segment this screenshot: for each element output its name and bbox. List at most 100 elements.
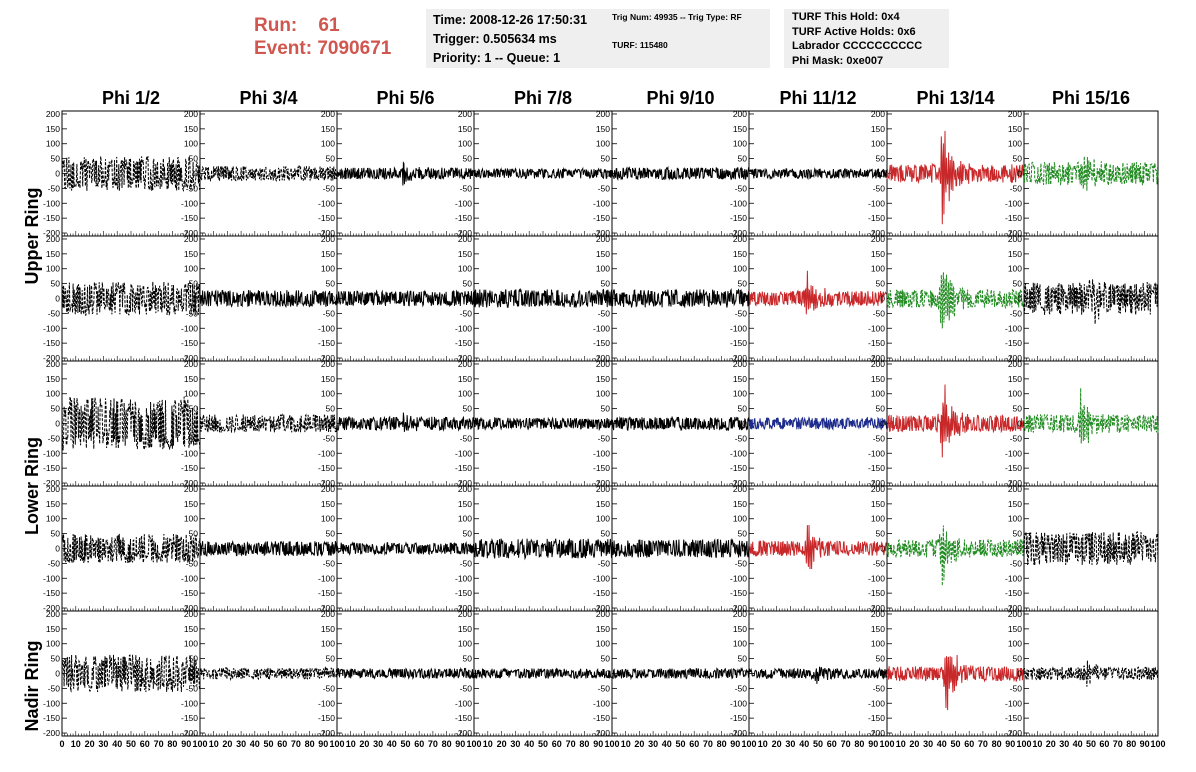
ytick-label-r4-c5: 200: [596, 484, 610, 494]
ytick-label-r4-c2: -150: [181, 588, 198, 598]
ytick-label-r5-c5: -100: [593, 698, 610, 708]
ytick-label-r1-c7: 0: [880, 169, 885, 179]
xtick-label-c3: 30: [373, 739, 383, 749]
ytick-label-r5-c4: -50: [460, 683, 473, 693]
ytick-label-r1-c5: 100: [596, 139, 610, 149]
xtick-label-c4: 70: [566, 739, 576, 749]
ytick-label-r1-c4: -100: [455, 198, 472, 208]
ytick-label-r1-c6: 100: [733, 139, 747, 149]
ytick-label-r2-c8: 50: [1013, 279, 1023, 289]
ytick-label-r4-c1: 0: [55, 544, 60, 554]
xtick-label-c2: 80: [305, 739, 315, 749]
ytick-label-r3-c2: -100: [181, 448, 198, 458]
ytick-label-r3-c5: -150: [593, 463, 610, 473]
xtick-label-c7: 40: [937, 739, 947, 749]
ytick-label-r4-c4: 100: [458, 514, 472, 524]
xtick-label-c6: 30: [785, 739, 795, 749]
xtick-label-c8: 20: [1046, 739, 1056, 749]
ytick-label-r2-c3: -150: [318, 338, 335, 348]
ytick-label-r5-c8: 200: [1008, 609, 1022, 619]
xtick-label-c6: 80: [854, 739, 864, 749]
ytick-label-r5-c4: 0: [467, 669, 472, 679]
ytick-label-r2-c3: 50: [326, 279, 336, 289]
xtick-label-c4: 100: [604, 739, 619, 749]
xtick-label-c3: 60: [414, 739, 424, 749]
waveform-r2-c5: [612, 289, 749, 307]
ytick-label-r4-c2: 200: [184, 484, 198, 494]
ytick-label-r1-c5: -150: [593, 213, 610, 223]
ytick-label-r1-c7: -150: [868, 213, 885, 223]
ytick-label-r1-c4: 150: [458, 124, 472, 134]
ytick-label-r3-c4: -100: [455, 448, 472, 458]
panel-frame-r1-c8: [1024, 111, 1158, 236]
ytick-label-r1-c6: -50: [735, 183, 748, 193]
ytick-label-r2-c8: 0: [1017, 294, 1022, 304]
xtick-label-c4: 90: [593, 739, 603, 749]
ytick-label-r5-c2: -100: [181, 698, 198, 708]
ytick-label-r4-c6: 150: [733, 499, 747, 509]
waveform-r4-c1: [62, 534, 200, 563]
ytick-label-r1-c4: 50: [463, 154, 473, 164]
waveform-r1-c5: [612, 168, 749, 180]
ytick-label-r2-c2: -50: [186, 308, 199, 318]
xtick-label-c6: 10: [758, 739, 768, 749]
ytick-label-r2-c7: -100: [868, 323, 885, 333]
ytick-label-r5-c7: -50: [873, 683, 886, 693]
ytick-label-r2-c1: 0: [55, 294, 60, 304]
ytick-label-r3-c5: 150: [596, 374, 610, 384]
ytick-label-r4-c3: 200: [321, 484, 335, 494]
ytick-label-r4-c6: 0: [742, 544, 747, 554]
xtick-label-c4: 60: [552, 739, 562, 749]
xtick-label-c6: 40: [799, 739, 809, 749]
ytick-label-r1-c3: -150: [318, 213, 335, 223]
ytick-label-r5-c7: 0: [880, 669, 885, 679]
ytick-label-r1-c6: -150: [730, 213, 747, 223]
ytick-label-r1-c4: 100: [458, 139, 472, 149]
xtick-label-c4: 50: [538, 739, 548, 749]
ytick-label-r3-c3: 50: [326, 404, 336, 414]
ytick-label-r4-c5: 0: [605, 544, 610, 554]
ytick-label-r2-c7: 100: [871, 264, 885, 274]
ytick-label-r1-c1: 200: [46, 109, 60, 119]
ytick-label-r3-c4: 200: [458, 359, 472, 369]
ytick-label-r2-c4: 100: [458, 264, 472, 274]
ytick-label-r1-c8: -150: [1005, 213, 1022, 223]
ytick-label-r5-c1: -150: [43, 713, 60, 723]
ytick-label-r4-c3: 100: [321, 514, 335, 524]
ytick-label-r4-c4: -150: [455, 588, 472, 598]
ytick-label-r2-c2: -150: [181, 338, 198, 348]
ytick-label-r4-c2: 100: [184, 514, 198, 524]
ytick-label-r2-c8: -150: [1005, 338, 1022, 348]
ytick-label-r5-c4: 100: [458, 639, 472, 649]
ytick-label-r4-c4: 50: [463, 529, 473, 539]
xtick-label-c3: 100: [466, 739, 481, 749]
waveform-r3-c5: [612, 417, 749, 430]
ytick-label-r5-c4: 50: [463, 654, 473, 664]
waveform-r5-c6: [749, 667, 887, 684]
ytick-label-r4-c6: 100: [733, 514, 747, 524]
ytick-label-r2-c1: 200: [46, 234, 60, 244]
ytick-label-r3-c1: 150: [46, 374, 60, 384]
ytick-label-r3-c8: -150: [1005, 463, 1022, 473]
waveform-r2-c7: [887, 272, 1024, 328]
xtick-label-c1: 90: [181, 739, 191, 749]
xtick-label-c8: 100: [1150, 739, 1165, 749]
ytick-label-r5-c5: -200: [593, 728, 610, 738]
xtick-label-c4: 20: [497, 739, 507, 749]
xtick-label-c7: 10: [896, 739, 906, 749]
ytick-label-r4-c1: 100: [46, 514, 60, 524]
waveform-r1-c3: [337, 163, 474, 186]
xtick-label-c6: 60: [827, 739, 837, 749]
waveform-r2-c1: [62, 282, 200, 315]
xtick-label-c4: 80: [579, 739, 589, 749]
ytick-label-r5-c6: 200: [733, 609, 747, 619]
waveform-r2-c4: [474, 289, 612, 307]
ytick-label-r5-c1: -50: [48, 683, 61, 693]
ytick-label-r3-c3: 200: [321, 359, 335, 369]
xtick-label-c3: 80: [442, 739, 452, 749]
ytick-label-r2-c7: 50: [876, 279, 886, 289]
ytick-label-r1-c5: 150: [596, 124, 610, 134]
xtick-label-c4: 10: [483, 739, 493, 749]
ytick-label-r1-c7: 100: [871, 139, 885, 149]
ytick-label-r1-c3: -50: [323, 183, 336, 193]
